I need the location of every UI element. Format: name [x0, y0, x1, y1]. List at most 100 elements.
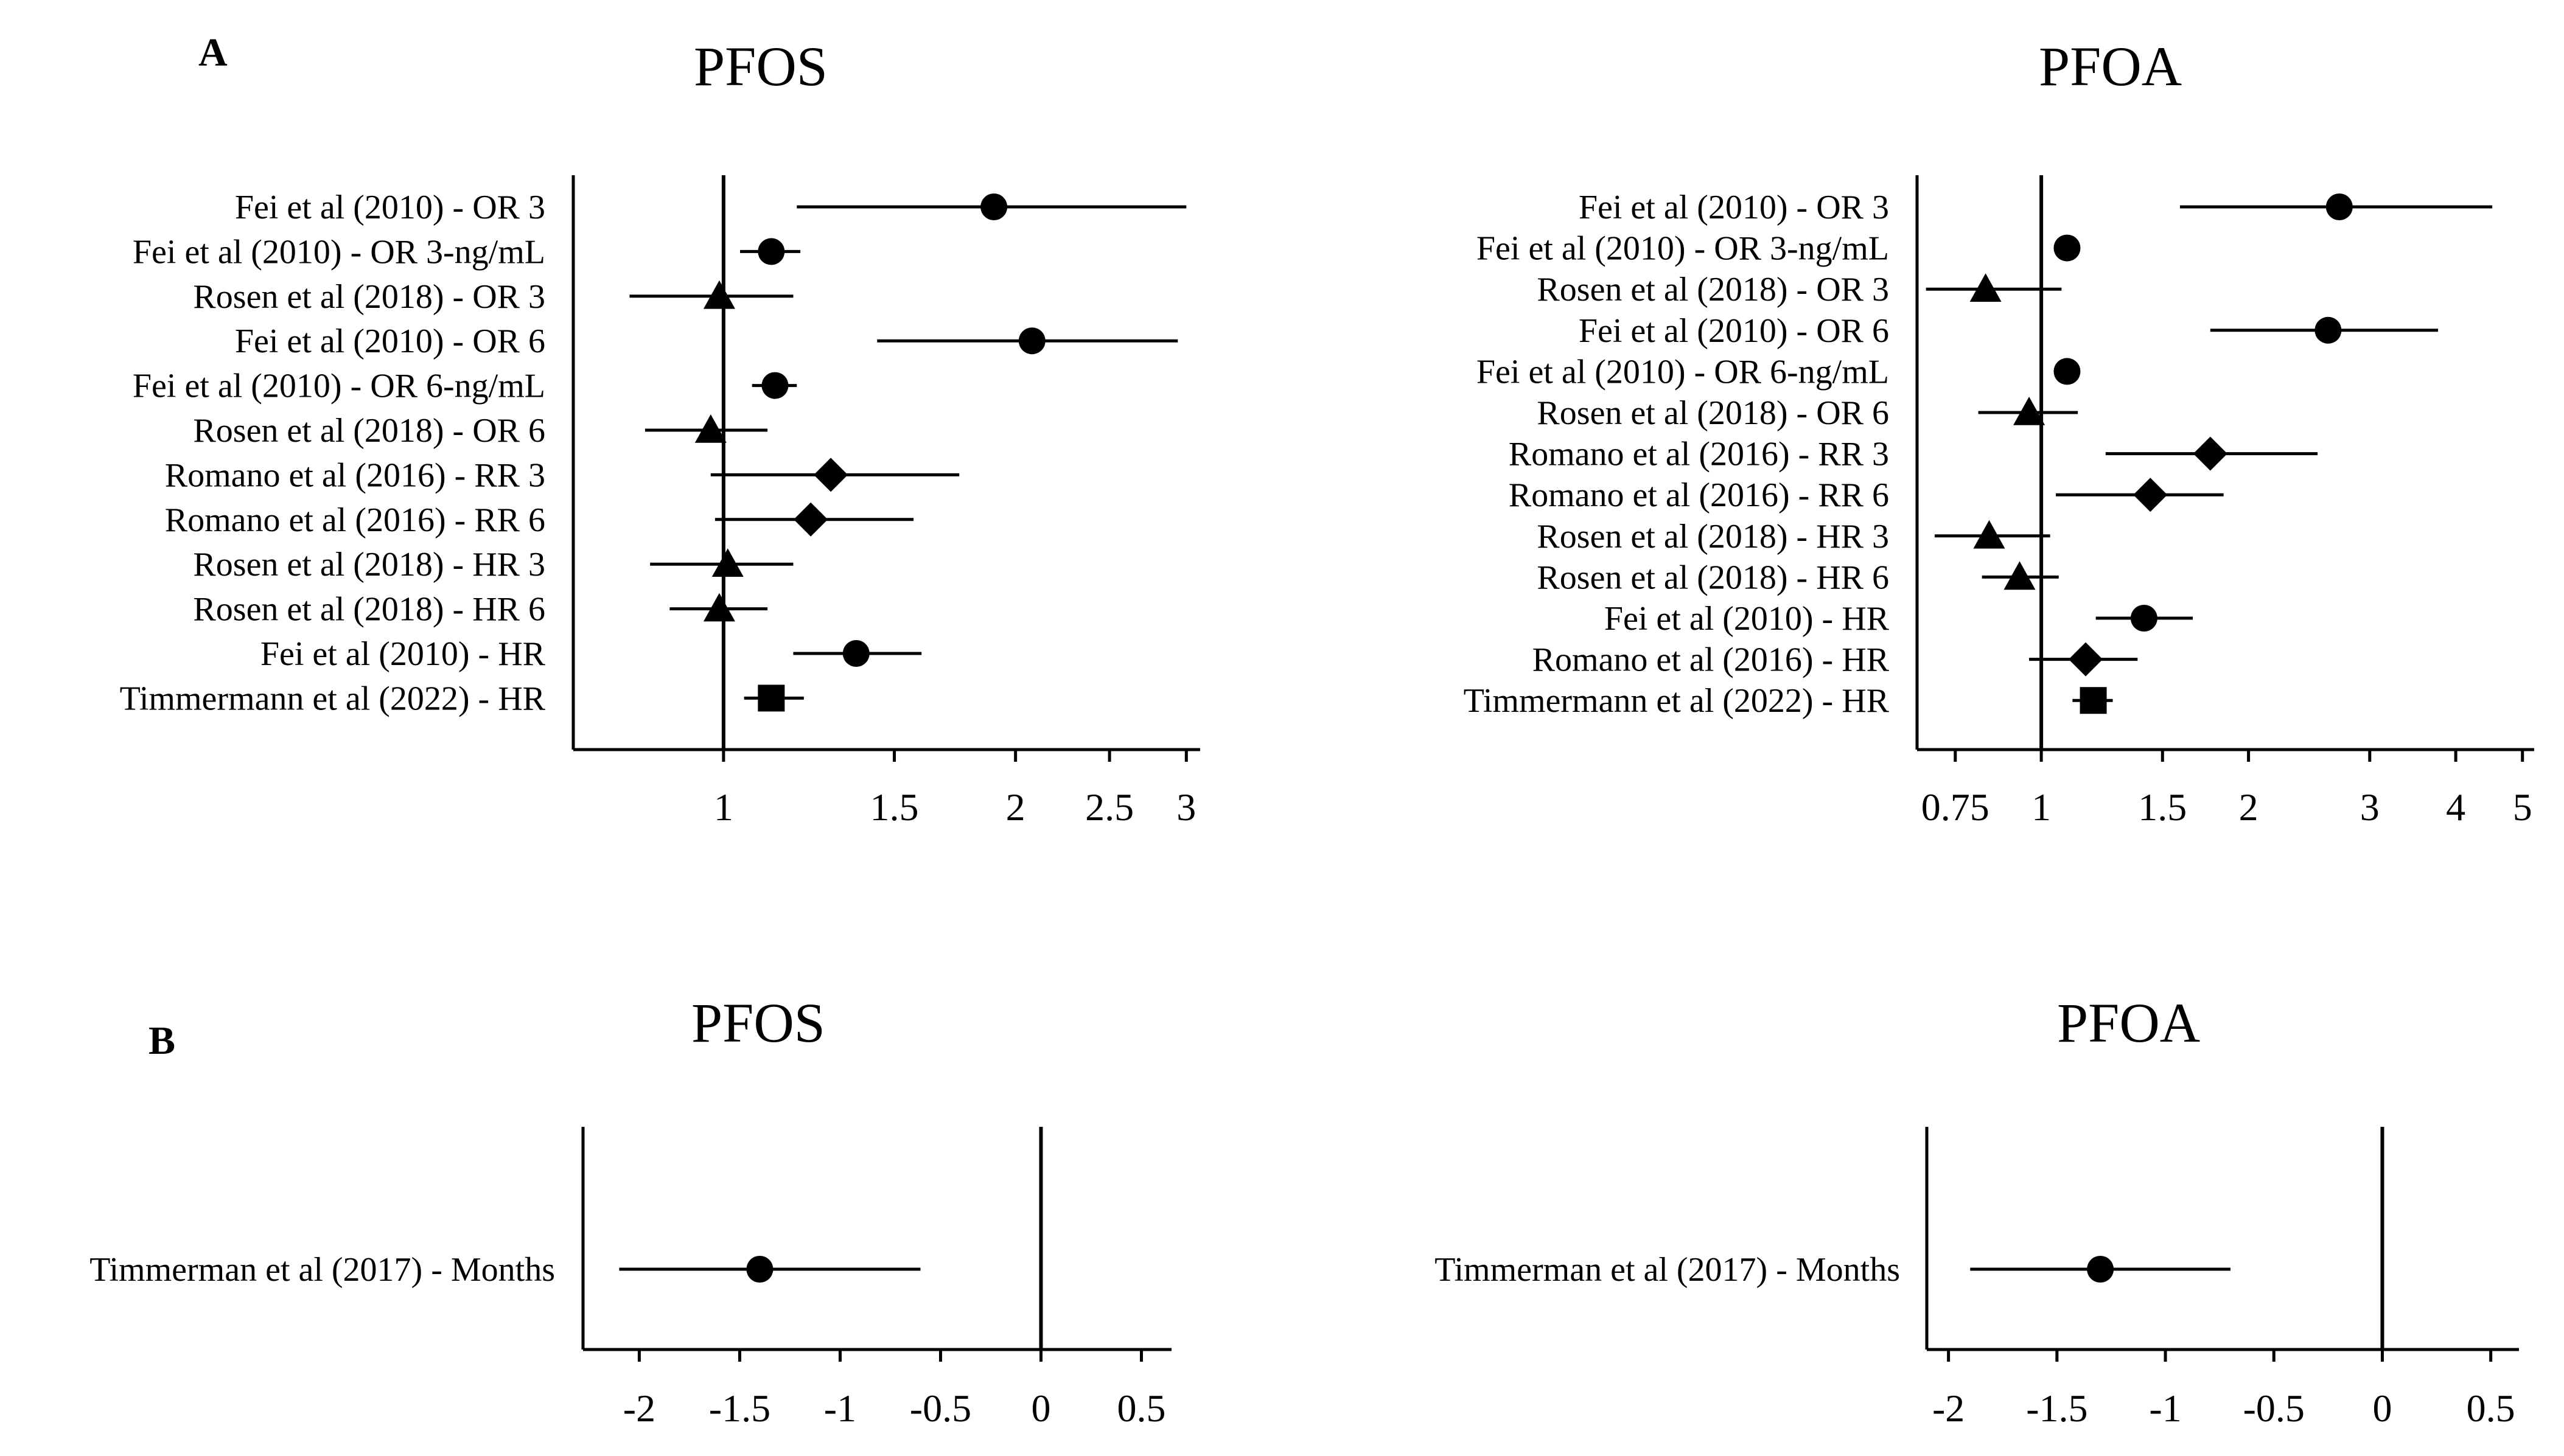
point-estimate-triangle-marker — [1969, 273, 2002, 302]
x-tick-label: -1 — [824, 1387, 856, 1430]
study-label: Rosen et al (2018) - OR 3 — [1537, 271, 1889, 308]
x-tick-label: -1.5 — [709, 1387, 770, 1430]
forest-row: Fei et al (2010) - OR 3-ng/mL — [133, 233, 801, 271]
forest-row: Timmermann et al (2022) - HR — [120, 680, 804, 717]
study-label: Romano et al (2016) - RR 6 — [1509, 476, 1889, 514]
chart-title: PFOS — [694, 35, 828, 97]
point-estimate-diamond-marker — [2069, 642, 2103, 677]
forest-row: Rosen et al (2018) - OR 6 — [1537, 394, 2078, 432]
point-estimate-square-marker — [758, 684, 785, 712]
x-tick-label: 3 — [2360, 785, 2380, 829]
forest-row: Fei et al (2010) - OR 3 — [235, 189, 1187, 226]
study-label: Timmermann et al (2022) - HR — [120, 680, 546, 717]
x-tick-label: 5 — [2513, 785, 2532, 829]
study-label: Fei et al (2010) - HR — [1604, 600, 1890, 638]
point-estimate-circle-marker — [2087, 1256, 2114, 1283]
x-tick-label: 1 — [714, 785, 733, 829]
point-estimate-circle-marker — [980, 193, 1008, 220]
forest-row: Fei et al (2010) - OR 3-ng/mL — [1476, 230, 2081, 268]
study-label: Timmerman et al (2017) - Months — [89, 1251, 555, 1289]
study-label: Romano et al (2016) - RR 3 — [1509, 436, 1889, 473]
forest-row: Romano et al (2016) - RR 3 — [1509, 436, 2318, 473]
study-label: Timmermann et al (2022) - HR — [1464, 682, 1890, 720]
forest-row: Romano et al (2016) - HR — [1532, 641, 2138, 679]
study-label: Rosen et al (2018) - HR 6 — [193, 591, 545, 629]
forest-row: Romano et al (2016) - RR 6 — [1509, 476, 2224, 514]
study-label: Fei et al (2010) - OR 3-ng/mL — [133, 233, 545, 271]
forest-chart-1: PFOS 1 1.5 2 2.5 3 Fei et al (2010) - OR 3 Fei … — [120, 35, 1200, 829]
x-tick-label: 0 — [2372, 1387, 2392, 1430]
x-tick-label: -2 — [1932, 1387, 1965, 1430]
point-estimate-diamond-marker — [794, 502, 828, 537]
panel-b-label: B — [148, 1019, 175, 1063]
chart-title: PFOA — [2057, 992, 2200, 1054]
point-estimate-circle-marker — [1018, 327, 1046, 355]
x-tick-label: -0.5 — [2243, 1387, 2305, 1430]
study-label: Fei et al (2010) - HR — [260, 635, 546, 673]
forest-row: Fei et al (2010) - OR 6 — [235, 322, 1178, 360]
point-estimate-circle-marker — [2053, 234, 2081, 262]
point-estimate-triangle-marker — [2003, 561, 2036, 590]
point-estimate-triangle-marker — [1973, 520, 2005, 549]
point-estimate-triangle-marker — [703, 593, 735, 622]
x-tick-label: 2 — [1006, 785, 1025, 829]
forest-row: Fei et al (2010) - HR — [1604, 600, 2193, 638]
forest-row: Fei et al (2010) - OR 3 — [1579, 189, 2493, 226]
x-tick-label: 2 — [2239, 785, 2258, 829]
x-tick-label: -1 — [2149, 1387, 2181, 1430]
x-tick-label: 2.5 — [1085, 785, 1134, 829]
study-label: Fei et al (2010) - OR 3 — [1579, 189, 1889, 226]
forest-chart-2: PFOA 0.75 1 1.5 2 3 4 5 Fei et al (2010) - OR 3 F… — [1464, 35, 2534, 829]
point-estimate-diamond-marker — [814, 458, 848, 492]
x-tick-label: 4 — [2446, 785, 2465, 829]
point-estimate-circle-marker — [2053, 358, 2081, 385]
point-estimate-diamond-marker — [2193, 436, 2227, 471]
study-label: Fei et al (2010) - OR 3-ng/mL — [1476, 230, 1889, 268]
forest-row: Rosen et al (2018) - OR 3 — [193, 278, 794, 316]
forest-row: Rosen et al (2018) - HR 6 — [193, 591, 768, 629]
forest-row: Rosen et al (2018) - OR 6 — [193, 412, 768, 450]
chart-title: PFOA — [2039, 35, 2182, 97]
forest-row: Rosen et al (2018) - OR 3 — [1537, 271, 2062, 308]
forest-row: Romano et al (2016) - RR 6 — [165, 501, 914, 539]
point-estimate-circle-marker — [746, 1256, 774, 1283]
forest-row: Rosen et al (2018) - HR 3 — [193, 546, 794, 583]
x-tick-label: 0 — [1031, 1387, 1050, 1430]
point-estimate-square-marker — [2080, 687, 2107, 714]
forest-row: Timmerman et al (2017) - Months — [89, 1251, 921, 1289]
study-label: Fei et al (2010) - OR 6 — [235, 322, 545, 360]
x-tick-label: 1 — [2031, 785, 2051, 829]
x-tick-label: -2 — [623, 1387, 655, 1430]
study-label: Fei et al (2010) - OR 6-ng/mL — [1476, 353, 1889, 391]
x-tick-label: 1.5 — [2138, 785, 2187, 829]
point-estimate-circle-marker — [842, 640, 870, 667]
study-label: Rosen et al (2018) - HR 3 — [1537, 518, 1889, 556]
forest-chart-4: PFOA -2 -1.5 -1 -0.5 0 0.5 Timmerman et al (201… — [1434, 992, 2519, 1430]
study-label: Romano et al (2016) - RR 6 — [165, 501, 545, 539]
study-label: Romano et al (2016) - RR 3 — [165, 456, 545, 494]
study-label: Fei et al (2010) - OR 6 — [1579, 312, 1889, 350]
point-estimate-diamond-marker — [2133, 478, 2168, 512]
forest-row: Rosen et al (2018) - HR 3 — [1537, 518, 2050, 556]
point-estimate-triangle-marker — [711, 548, 744, 577]
point-estimate-triangle-marker — [694, 414, 727, 443]
study-label: Rosen et al (2018) - HR 3 — [193, 546, 545, 583]
study-label: Rosen et al (2018) - OR 3 — [193, 278, 545, 316]
forest-chart-3: PFOS -2 -1.5 -1 -0.5 0 0.5 Timmerman et al (201… — [89, 992, 1172, 1430]
study-label: Fei et al (2010) - OR 3 — [235, 189, 545, 226]
x-tick-label: -1.5 — [2026, 1387, 2087, 1430]
panel-a-label: A — [198, 30, 228, 75]
study-label: Rosen et al (2018) - OR 6 — [193, 412, 545, 450]
point-estimate-circle-marker — [2325, 193, 2353, 220]
point-estimate-triangle-marker — [703, 280, 735, 309]
x-tick-label: -0.5 — [910, 1387, 971, 1430]
x-tick-label: 0.5 — [1117, 1387, 1165, 1430]
point-estimate-triangle-marker — [2013, 397, 2045, 425]
point-estimate-circle-marker — [758, 238, 785, 265]
forest-row: Timmerman et al (2017) - Months — [1434, 1251, 2230, 1289]
study-label: Rosen et al (2018) - HR 6 — [1537, 559, 1889, 596]
chart-title: PFOS — [691, 992, 825, 1054]
study-label: Rosen et al (2018) - OR 6 — [1537, 394, 1889, 432]
x-tick-label: 1.5 — [870, 785, 919, 829]
study-label: Fei et al (2010) - OR 6-ng/mL — [133, 367, 545, 405]
